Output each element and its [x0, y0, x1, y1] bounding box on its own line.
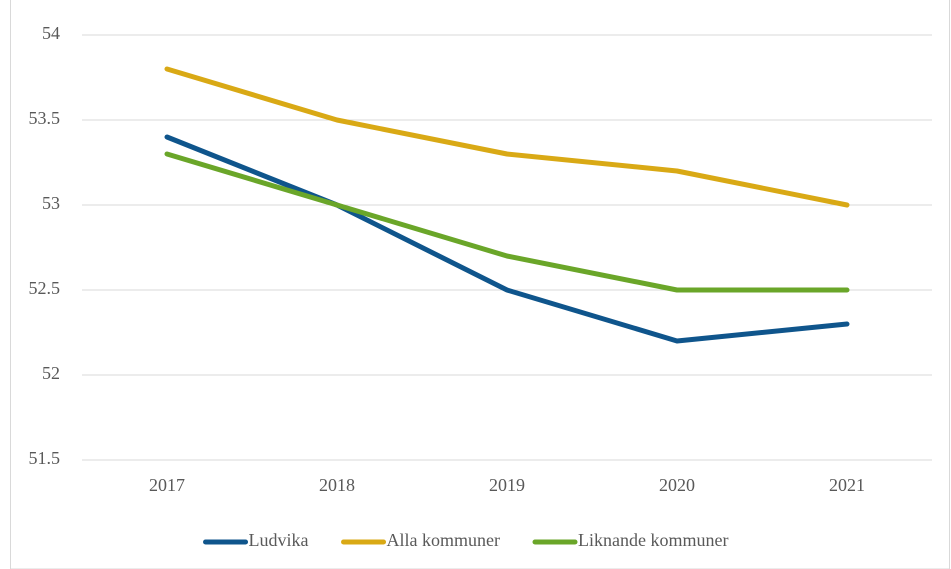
- series-line: [164, 134, 850, 344]
- x-tick-label: 2020: [659, 475, 695, 495]
- y-tick-label: 51.5: [29, 448, 61, 468]
- x-tick-label: 2019: [489, 475, 525, 495]
- series-line: [164, 66, 850, 208]
- y-tick-label: 52.5: [29, 278, 61, 298]
- x-tick-label: 2021: [829, 475, 865, 495]
- x-tick-label: 2017: [149, 475, 185, 495]
- series-line: [164, 151, 850, 293]
- legend-label: Alla kommuner: [387, 530, 500, 550]
- chart-frame: [10, 0, 950, 569]
- legend-label: Ludvika: [249, 530, 309, 550]
- x-tick-label: 2018: [319, 475, 355, 495]
- y-tick-label: 54: [42, 23, 60, 43]
- y-tick-label: 53.5: [29, 108, 61, 128]
- y-tick-label: 53: [42, 193, 60, 213]
- y-tick-label: 52: [42, 363, 60, 383]
- legend-label: Liknande kommuner: [578, 530, 728, 550]
